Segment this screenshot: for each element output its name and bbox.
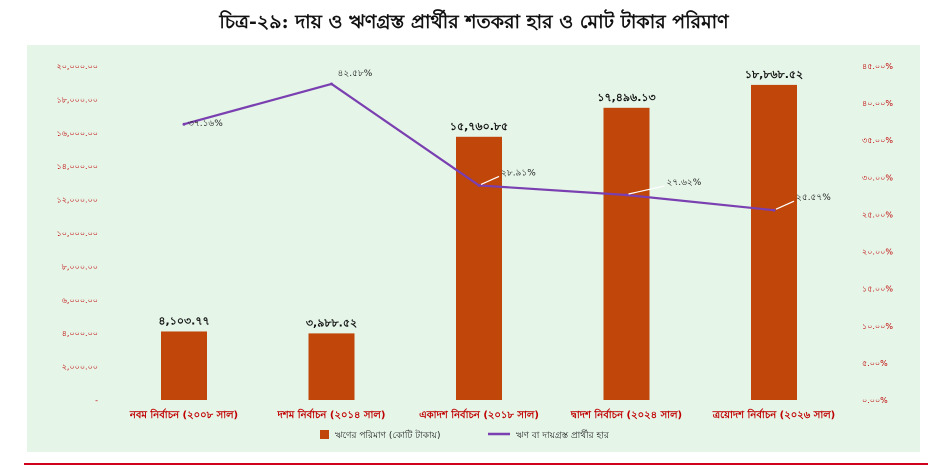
bar-data-label: ৩,৯৮৮.৫২: [306, 316, 357, 329]
chart-title: চিত্র-২৯: দায় ও ঋণগ্রস্ত প্রার্থীর শতকর…: [219, 11, 729, 33]
rate-label-leader: [775, 200, 795, 210]
right-axis-tick-label: ৪৫.০০%: [862, 62, 893, 71]
bar-data-label: ১৭,৪৯৬.১৩: [597, 91, 655, 104]
bar: [603, 107, 650, 400]
bar: [308, 333, 355, 400]
rate-data-label: ৪২.৫৮%: [338, 69, 373, 79]
category-label: দশম নির্বাচন (২০১৪ সাল): [277, 408, 386, 421]
bar-data-label: ৪,১০৩.৭৭: [158, 314, 209, 327]
left-axis-tick-label: ১৮,০০০.০০: [57, 95, 98, 104]
right-axis-tick-label: ২০.০০%: [862, 248, 893, 257]
category-label: একাদশ নির্বাচন (২০১৮ সাল): [419, 408, 539, 421]
right-axis-tick-label: ০.০০%: [862, 396, 888, 405]
rate-data-label: ২৮.৯১%: [501, 168, 536, 178]
bar: [161, 331, 207, 400]
rate-data-label: ২৫.৫৭%: [796, 193, 831, 203]
rate-data-label: ২৭.৬২%: [667, 178, 702, 188]
bar-data-label: ১৫,৭৬০.৮৫: [450, 120, 508, 133]
legend-bar-swatch: [320, 430, 329, 439]
right-axis-tick-label: ৫.০০%: [862, 359, 888, 368]
right-axis-tick-label: ১০.০০%: [862, 322, 893, 331]
rate-data-label: ৩৭.১৬%: [188, 119, 223, 129]
left-axis-tick-label: ৬,০০০.০০: [62, 296, 98, 305]
rate-point: [330, 82, 333, 86]
right-axis-tick-label: ২৫.০০%: [862, 210, 893, 219]
left-axis-tick-label: ১৬,০০০.০০: [57, 129, 99, 138]
left-axis-tick-label: ৮,০০০.০০: [62, 262, 98, 271]
right-axis-tick-label: ৪০.০০%: [862, 99, 893, 108]
legend-line-label: ঋণ বা দায়গ্রস্ত প্রার্থীর হার: [516, 429, 610, 441]
left-axis-tick-label: ২,০০০.০০: [62, 363, 98, 372]
left-axis-tick-label: ৪,০০০.০০: [62, 329, 98, 338]
rate-point: [772, 208, 776, 212]
rate-point: [625, 193, 628, 197]
right-axis-tick-label: ৩০.০০%: [862, 173, 893, 182]
left-axis-tick-label: ১০,০০০.০০: [57, 229, 99, 238]
bar: [751, 84, 797, 400]
category-label: ত্রয়োদশ নির্বাচন (২০২৬ সাল): [712, 408, 836, 421]
left-axis-tick-label: ১৪,০০০.০০: [57, 162, 98, 171]
bar: [456, 136, 502, 400]
rate-point: [182, 122, 186, 126]
left-axis-tick-label: -: [95, 396, 98, 405]
right-axis-tick-label: ৩৫.০০%: [862, 136, 893, 145]
category-label: নবম নির্বাচন (২০০৮ সাল): [129, 408, 238, 421]
category-label: দ্বাদশ নির্বাচন (২০২৪ সাল): [570, 408, 682, 421]
left-axis-tick-label: ১২,০০০.০০: [57, 196, 99, 205]
bottom-divider: [24, 463, 928, 465]
rate-point: [477, 183, 481, 187]
rate-label-leader: [628, 185, 665, 195]
left-axis-tick-label: ২০,০০০.০০: [57, 62, 99, 71]
bar-data-label: ১৮,৮৬৮.৫২: [745, 68, 803, 81]
rate-label-leader: [480, 175, 500, 185]
right-axis-tick-label: ১৫.০০%: [862, 285, 893, 294]
legend-bar-label: ঋণের পরিমাণ (কোটি টাকায়): [335, 429, 441, 441]
